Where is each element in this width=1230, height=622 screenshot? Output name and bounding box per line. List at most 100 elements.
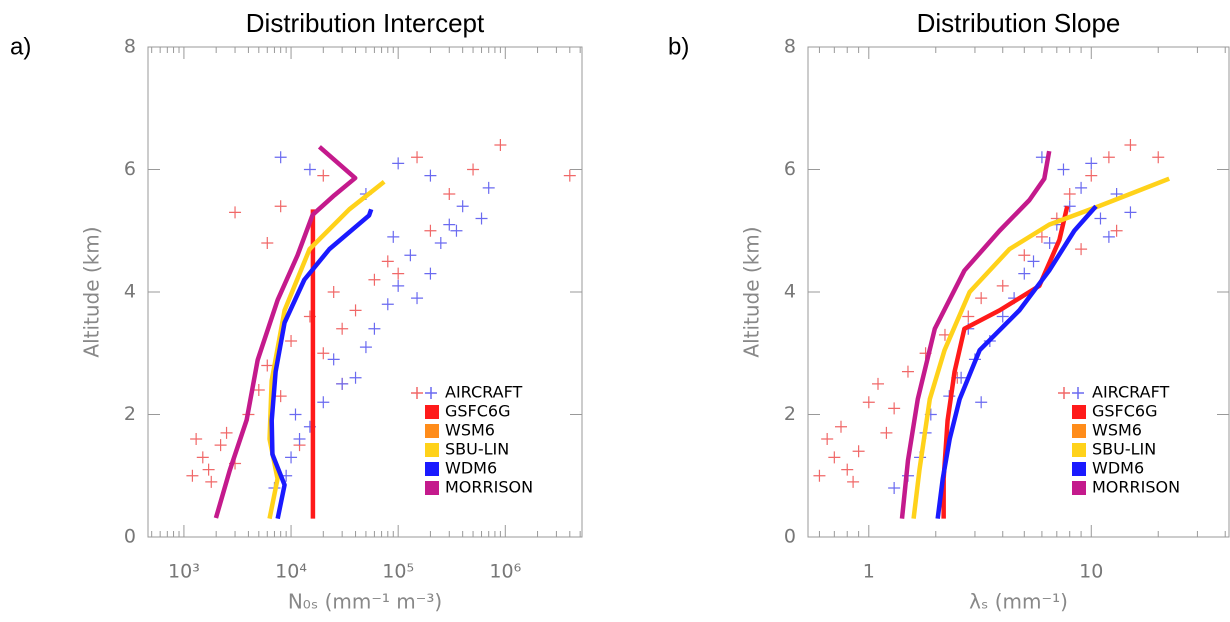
aircraft-point xyxy=(186,469,199,482)
aircraft-point xyxy=(847,475,860,488)
aircraft-point xyxy=(359,341,372,354)
aircraft-point xyxy=(852,445,865,458)
legend-swatch xyxy=(1072,462,1086,476)
aircraft-point xyxy=(274,151,287,164)
y-tick-label: 8 xyxy=(784,36,796,58)
aircraft-point xyxy=(424,267,437,280)
legend-swatch xyxy=(425,387,437,399)
legend-label: GSFC6G xyxy=(445,402,511,421)
aircraft-point xyxy=(190,433,203,445)
aircraft-point xyxy=(336,322,349,335)
aircraft-point xyxy=(1085,157,1098,170)
aircraft-point xyxy=(467,163,480,176)
aircraft-point xyxy=(261,237,274,249)
legend-swatch xyxy=(1072,481,1086,495)
y-tick-label: 6 xyxy=(124,158,136,180)
legend-swatch xyxy=(425,462,439,476)
y-tick-label: 4 xyxy=(124,281,136,303)
aircraft-point xyxy=(1057,163,1070,176)
aircraft-point xyxy=(285,451,298,464)
y-axis-label: Altitude (km) xyxy=(80,226,104,357)
aircraft-point xyxy=(1035,230,1048,243)
aircraft-point xyxy=(220,426,233,439)
aircraft-point xyxy=(450,224,463,237)
legend-swatch xyxy=(1072,424,1086,438)
aircraft-point xyxy=(285,335,298,347)
aircraft-point xyxy=(443,188,456,200)
aircraft-point xyxy=(996,310,1009,323)
aircraft-point xyxy=(955,371,968,384)
aircraft-point xyxy=(996,279,1009,292)
aircraft-point xyxy=(1018,249,1031,262)
legend-label: AIRCRAFT xyxy=(1092,383,1169,402)
aircraft-point xyxy=(392,279,405,292)
aircraft-point xyxy=(274,200,287,213)
aircraft-point xyxy=(862,396,875,409)
aircraft-point xyxy=(975,292,988,305)
aircraft-point xyxy=(835,420,847,433)
series-line xyxy=(213,145,358,519)
aircraft-point xyxy=(494,139,507,151)
aircraft-point xyxy=(349,304,362,317)
aircraft-point xyxy=(202,463,215,476)
aircraft-point xyxy=(1075,243,1088,256)
aircraft-point xyxy=(443,218,456,231)
aircraft-point xyxy=(821,433,834,445)
legend-swatch xyxy=(425,481,439,495)
y-axis-label: Altitude (km) xyxy=(740,226,764,357)
x-tick-label: 10⁵ xyxy=(382,561,414,583)
aircraft-point xyxy=(392,267,405,280)
y-tick-label: 4 xyxy=(784,281,796,303)
aircraft-point xyxy=(475,212,488,225)
aircraft-point xyxy=(293,433,306,445)
y-tick-label: 6 xyxy=(784,158,796,180)
aircraft-point xyxy=(1110,224,1123,237)
legend-swatch xyxy=(411,387,423,399)
aircraft-point xyxy=(424,169,437,182)
aircraft-point xyxy=(404,249,417,262)
series-line xyxy=(935,204,1098,519)
legend-label: WSM6 xyxy=(445,421,495,440)
aircraft-point xyxy=(368,273,381,286)
chart-title: Distribution Intercept xyxy=(246,8,485,38)
aircraft-point xyxy=(303,163,316,176)
x-tick-label: 10³ xyxy=(168,561,200,583)
aircraft-point xyxy=(1102,151,1115,164)
y-tick-label: 0 xyxy=(784,526,796,548)
aircraft-point xyxy=(482,181,495,194)
aircraft-point xyxy=(1124,206,1137,219)
x-axis-label: N₀ₛ (mm⁻¹ m⁻³) xyxy=(288,590,442,614)
aircraft-point xyxy=(1102,230,1115,243)
legend-label: WDM6 xyxy=(445,459,497,478)
aircraft-point xyxy=(901,365,914,378)
legend-swatch xyxy=(425,424,439,438)
legend-label: SBU-LIN xyxy=(445,440,509,459)
aircraft-point xyxy=(252,384,265,396)
series-line xyxy=(267,179,386,520)
chart-title: Distribution Slope xyxy=(917,8,1121,38)
aircraft-point xyxy=(841,463,854,476)
aircraft-point xyxy=(1085,169,1098,182)
aircraft-point xyxy=(317,396,330,409)
aircraft-point xyxy=(274,390,287,403)
legend-swatch xyxy=(1058,387,1070,399)
series-line xyxy=(269,208,374,520)
x-axis-label: λₛ (mm⁻¹) xyxy=(969,590,1068,614)
aircraft-point xyxy=(1152,151,1165,164)
aircraft-point xyxy=(327,286,340,298)
aircraft-point xyxy=(1063,188,1076,200)
legend-label: WSM6 xyxy=(1092,421,1142,440)
panel-label: b) xyxy=(668,33,689,60)
aircraft-point xyxy=(563,169,576,182)
aircraft-point xyxy=(888,482,901,494)
aircraft-point xyxy=(327,353,340,366)
aircraft-point xyxy=(214,439,227,452)
x-tick-label: 10⁴ xyxy=(275,561,307,583)
legend-label: MORRISON xyxy=(445,478,533,497)
aircraft-point xyxy=(205,475,218,488)
legend-label: GSFC6G xyxy=(1092,402,1158,421)
aircraft-point xyxy=(336,377,349,390)
aircraft-point xyxy=(813,469,826,482)
aircraft-point xyxy=(424,224,437,237)
